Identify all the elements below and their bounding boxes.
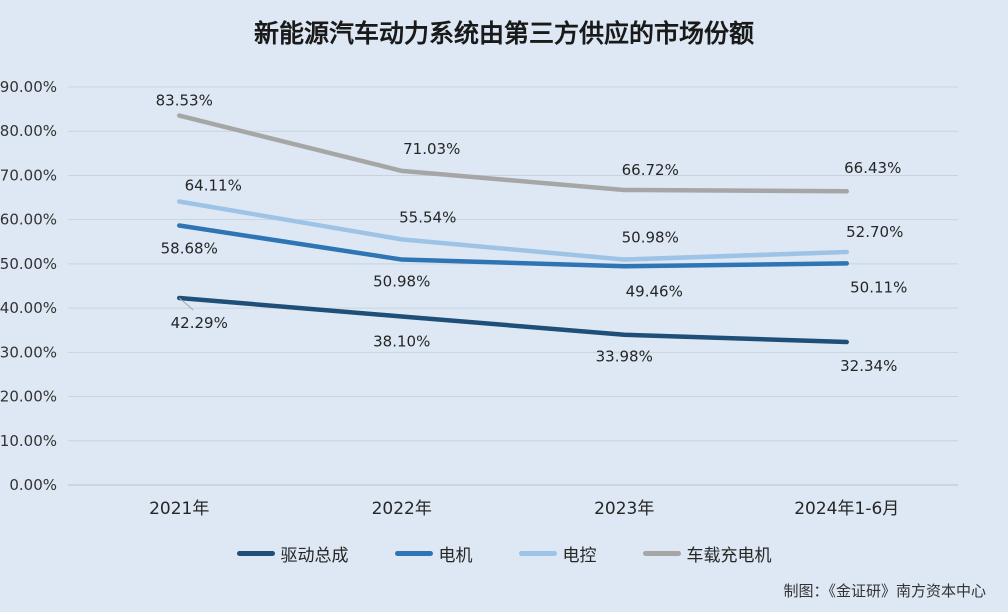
- data-label: 64.11%: [185, 176, 242, 194]
- y-tick-label: 80.00%: [0, 122, 57, 140]
- legend-swatch: [518, 551, 557, 556]
- legend-item: 电控: [518, 541, 597, 566]
- series-line: [177, 199, 849, 262]
- legend-label: 电机: [438, 546, 473, 566]
- data-label: 49.46%: [626, 282, 683, 300]
- legend-label: 电控: [562, 546, 597, 566]
- y-tick-label: 30.00%: [0, 343, 57, 361]
- legend-swatch: [642, 551, 681, 556]
- legend-label: 车载充电机: [686, 546, 772, 566]
- x-tick-label: 2021年: [149, 499, 209, 519]
- y-tick-label: 40.00%: [0, 299, 57, 317]
- x-tick-label: 2022年: [372, 499, 432, 519]
- y-tick-label: 70.00%: [0, 166, 57, 184]
- y-tick-label: 20.00%: [0, 388, 57, 406]
- data-label: 50.11%: [850, 278, 907, 296]
- data-label: 55.54%: [399, 208, 456, 226]
- legend-item: 车载充电机: [642, 541, 772, 566]
- data-label: 38.10%: [373, 333, 430, 351]
- y-tick-label: 90.00%: [0, 78, 57, 96]
- series-line: [177, 113, 849, 194]
- chart-legend: 驱动总成 电机 电控 车载充电机: [0, 541, 1008, 566]
- legend-swatch: [236, 551, 275, 556]
- data-label: 71.03%: [403, 140, 460, 158]
- label-leader-line: [178, 297, 194, 311]
- series-line: [177, 295, 849, 345]
- chart-title: 新能源汽车动力系统由第三方供应的市场份额: [253, 19, 754, 48]
- data-label: 32.34%: [840, 357, 897, 375]
- y-tick-label: 60.00%: [0, 211, 57, 229]
- legend-swatch: [394, 551, 433, 556]
- x-tick-label: 2023年: [594, 499, 654, 519]
- data-label: 83.53%: [156, 92, 213, 110]
- y-tick-label: 10.00%: [0, 432, 57, 450]
- legend-item: 驱动总成: [236, 541, 349, 566]
- data-label: 33.98%: [596, 348, 653, 366]
- data-label: 66.72%: [622, 161, 679, 179]
- data-label: 58.68%: [161, 240, 218, 258]
- x-tick-label: 2024年1-6月: [794, 499, 899, 519]
- legend-label: 驱动总成: [280, 546, 349, 566]
- y-tick-label: 0.00%: [9, 476, 57, 494]
- source-note: 制图：《金证研》南方资本中心: [783, 582, 986, 600]
- data-label: 66.43%: [844, 159, 901, 177]
- data-label: 50.98%: [622, 229, 679, 247]
- data-label: 52.70%: [846, 223, 903, 241]
- data-label: 42.29%: [171, 314, 228, 332]
- y-tick-label: 50.00%: [0, 255, 57, 273]
- data-label: 50.98%: [373, 273, 430, 291]
- series-line: [177, 223, 849, 269]
- legend-item: 电机: [394, 541, 473, 566]
